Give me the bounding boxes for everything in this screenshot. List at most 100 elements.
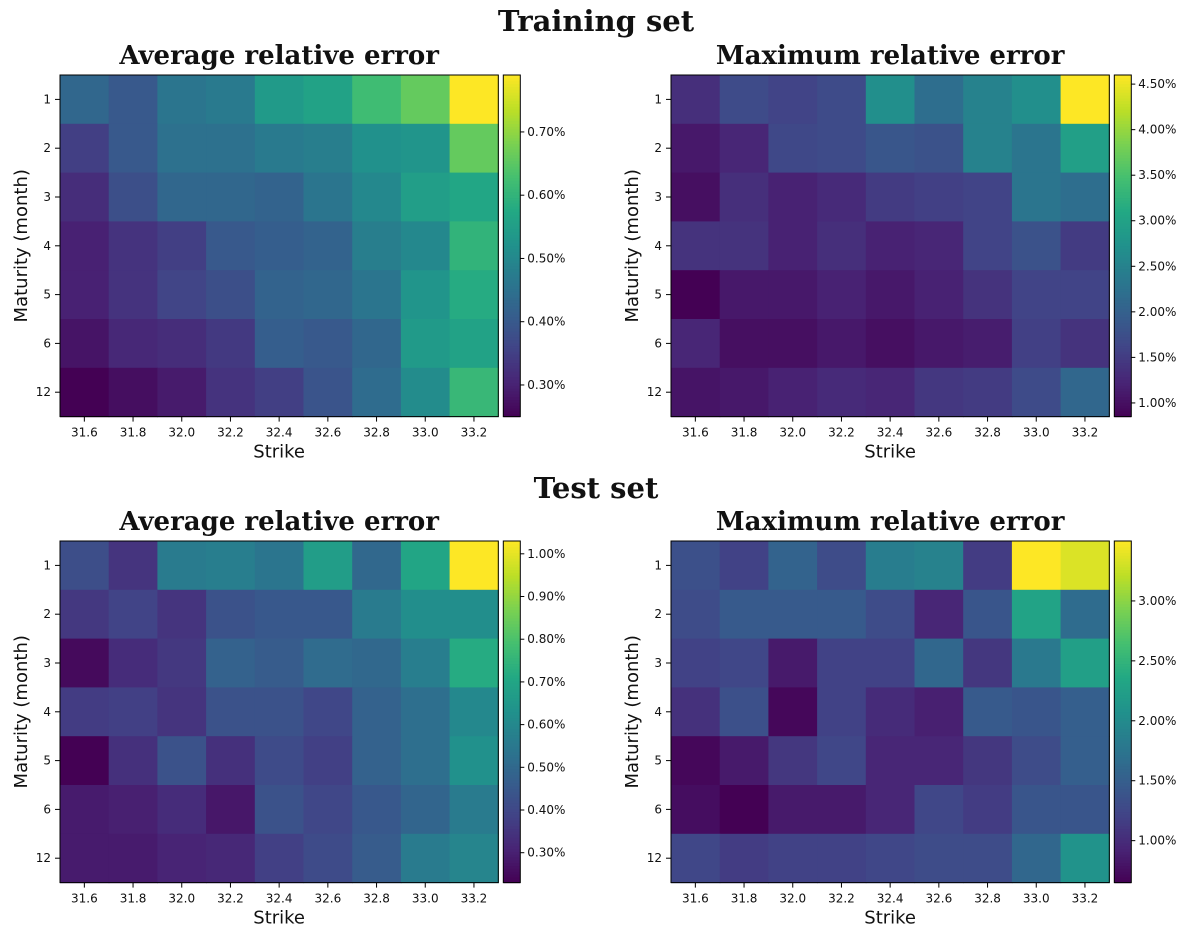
colorbar-segment <box>503 134 521 139</box>
y-tick-label: 5 <box>654 754 662 768</box>
colorbar-segment <box>1114 597 1132 602</box>
colorbar-segment <box>1114 180 1132 184</box>
x-tick-label: 31.6 <box>682 892 709 906</box>
colorbar-segment <box>503 711 521 716</box>
heatmap-cell <box>254 123 305 174</box>
colorbar-segment <box>1114 379 1132 384</box>
colorbar-segment <box>503 671 521 676</box>
colorbar-segment <box>503 305 521 310</box>
colorbar-segment <box>503 708 521 713</box>
colorbar-segment <box>503 143 521 147</box>
colorbar-segment <box>1114 606 1132 610</box>
x-tick-label: 32.2 <box>217 426 244 440</box>
heatmap-cell <box>963 172 1013 222</box>
colorbar-segment <box>503 288 521 292</box>
colorbar-segment <box>1114 368 1132 372</box>
x-tick-label: 33.0 <box>1023 426 1050 440</box>
heatmap-cell <box>254 833 305 884</box>
colorbar-segment <box>503 791 521 795</box>
colorbar-segment <box>503 615 521 619</box>
heatmap-cell <box>206 833 256 884</box>
x-tick-label: 32.0 <box>779 426 806 440</box>
colorbar-segment <box>1114 760 1132 764</box>
colorbar-segment <box>1114 797 1132 801</box>
heatmap-cell <box>352 687 402 737</box>
colorbar-segment <box>1114 365 1132 369</box>
colorbar-segment <box>503 717 521 721</box>
colorbar-segment <box>503 660 521 665</box>
colorbar-segment <box>1114 620 1132 625</box>
colorbar-segment <box>503 254 521 258</box>
colorbar-segment <box>503 353 521 358</box>
colorbar-segment <box>1114 134 1132 139</box>
heatmap-cell <box>963 687 1013 737</box>
colorbar-tick-label: 0.60% <box>527 188 565 202</box>
colorbar-segment <box>503 211 521 216</box>
heatmap-cell <box>157 589 207 640</box>
heatmap-cell <box>1011 270 1062 320</box>
heatmap-cell <box>768 172 818 222</box>
colorbar-segment <box>503 703 521 707</box>
heatmap-cell <box>157 319 207 369</box>
colorbar-segment <box>1114 120 1132 124</box>
colorbar-segment <box>503 114 521 119</box>
heatmap-cell <box>817 367 867 418</box>
y-tick-label: 2 <box>654 141 662 155</box>
colorbar-segment <box>1114 388 1132 392</box>
heatmap-cell <box>157 123 207 174</box>
colorbar-segment <box>503 220 521 224</box>
colorbar-segment <box>1114 643 1132 647</box>
colorbar-segment <box>1114 322 1132 327</box>
colorbar-segment <box>1114 294 1132 298</box>
colorbar-segment <box>503 652 521 656</box>
colorbar-segment <box>503 876 521 881</box>
colorbar-segment <box>503 805 521 810</box>
colorbar-segment <box>503 345 521 349</box>
colorbar-segment <box>1114 805 1132 810</box>
x-tick-label: 32.4 <box>877 426 904 440</box>
heatmap-cell <box>671 75 721 125</box>
heatmap-cell <box>1060 319 1110 369</box>
heatmap-cell <box>719 123 769 174</box>
colorbar-segment <box>503 92 521 96</box>
x-axis-label: Strike <box>864 908 916 929</box>
colorbar-segment <box>503 689 521 693</box>
heatmap-cell <box>914 687 964 737</box>
colorbar-segment <box>1114 558 1132 562</box>
colorbar-segment <box>1114 728 1132 733</box>
colorbar-segment <box>503 368 521 372</box>
colorbar-segment <box>1114 782 1132 787</box>
colorbar-segment <box>1114 151 1132 156</box>
colorbar-segment <box>503 700 521 704</box>
heatmap-cell <box>865 687 916 737</box>
colorbar-segment <box>1114 603 1132 608</box>
colorbar-segment <box>1114 862 1132 867</box>
colorbar-segment <box>503 103 521 107</box>
heatmap-cell <box>206 687 256 737</box>
heatmap-cell <box>914 221 964 271</box>
heatmap-cell <box>206 75 256 125</box>
colorbar-segment <box>1114 314 1132 318</box>
heatmap-cell <box>60 75 110 125</box>
colorbar-segment <box>503 686 521 690</box>
heatmap-cell <box>671 367 721 418</box>
colorbar-segment <box>503 83 521 87</box>
colorbar-segment <box>1114 560 1132 565</box>
panel-title: Maximum relative error <box>716 41 1065 71</box>
heatmap-cell <box>963 319 1013 369</box>
colorbar-segment <box>503 663 521 667</box>
heatmap-cell <box>817 589 867 640</box>
colorbar-segment <box>503 785 521 790</box>
heatmap-cell <box>768 319 818 369</box>
heatmap-cell <box>108 687 158 737</box>
colorbar-segment <box>1114 683 1132 687</box>
heatmap-cell <box>768 687 818 737</box>
heatmap-cell <box>206 270 256 320</box>
heatmap-cell <box>671 319 721 369</box>
heatmap-cell <box>60 638 110 688</box>
colorbar-segment <box>1114 194 1132 199</box>
heatmap-cell <box>1060 736 1110 786</box>
heatmap-cell <box>449 638 499 688</box>
colorbar-segment <box>503 720 521 724</box>
colorbar-segment <box>1114 163 1132 167</box>
